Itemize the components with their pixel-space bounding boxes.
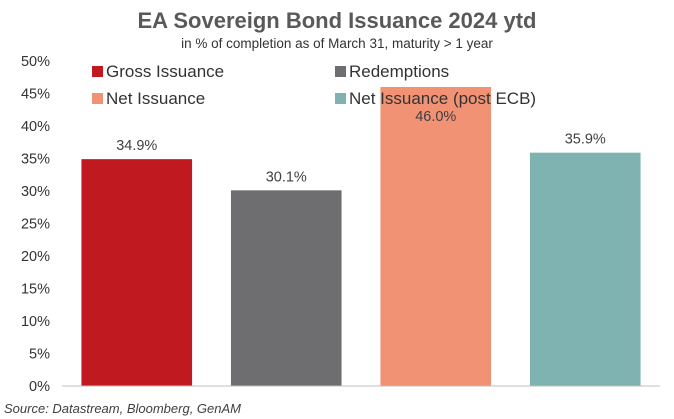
legend-swatch (92, 66, 103, 77)
y-tick-label: 20% (21, 249, 50, 265)
legend-swatch (335, 93, 346, 104)
y-tick-label: 25% (21, 217, 50, 233)
y-tick-label: 50% (21, 54, 50, 70)
y-tick-label: 30% (21, 184, 50, 200)
bar-net-issuance-post-ecb (529, 152, 641, 386)
bar-gross-issuance (81, 159, 193, 386)
legend: Gross Issuance Redemptions Net Issuance Net… (92, 62, 536, 108)
legend-label: Net Issuance (post ECB) (349, 89, 536, 108)
chart-title: EA Sovereign Bond Issuance 2024 ytd (138, 8, 537, 33)
data-labels: 34.9% 30.1% 46.0% 35.9% (116, 109, 606, 185)
y-tick-label: 15% (21, 282, 50, 298)
data-label: 46.0% (415, 109, 456, 125)
data-label: 30.1% (266, 169, 307, 185)
y-tick-label: 10% (21, 314, 50, 330)
chart-subtitle: in % of completion as of March 31, matur… (181, 36, 493, 51)
source-note: Source: Datastream, Bloomberg, GenAM (4, 401, 241, 416)
legend-label: Redemptions (349, 62, 449, 81)
legend-swatch (335, 66, 346, 77)
y-axis: 0% 5% 10% 15% 20% 25% 30% 35% 40% 45% 50% (21, 54, 50, 395)
y-tick-label: 35% (21, 152, 50, 168)
legend-swatch (92, 93, 103, 104)
data-label: 34.9% (116, 138, 157, 154)
y-tick-label: 5% (29, 347, 50, 363)
legend-label: Gross Issuance (106, 62, 224, 81)
bars (81, 87, 641, 386)
legend-label: Net Issuance (106, 89, 205, 108)
bar-net-issuance (380, 87, 492, 386)
y-tick-label: 40% (21, 119, 50, 135)
bar-redemptions (230, 190, 342, 386)
y-tick-label: 45% (21, 87, 50, 103)
y-tick-label: 0% (29, 379, 50, 395)
data-label: 35.9% (565, 132, 606, 148)
